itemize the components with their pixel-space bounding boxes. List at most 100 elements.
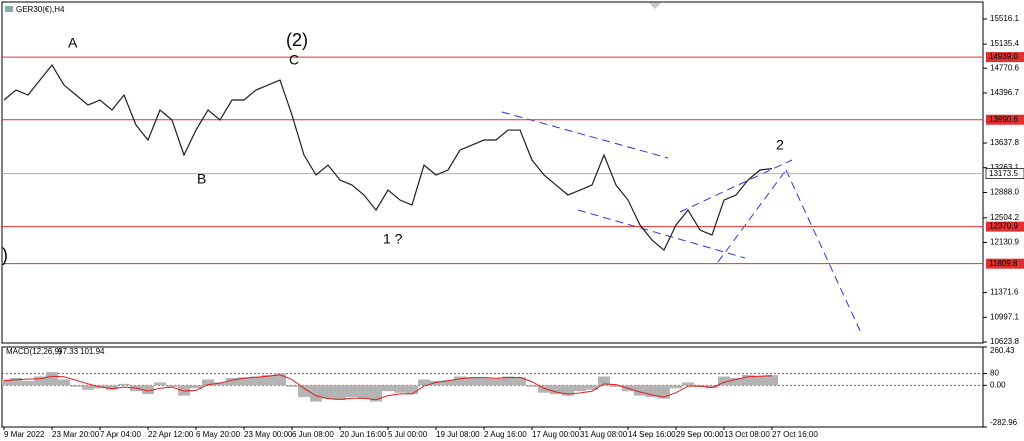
channel-line xyxy=(679,159,793,213)
macd-bar xyxy=(274,373,286,386)
macd-bar xyxy=(730,377,742,386)
macd-bar xyxy=(766,375,778,386)
macd-bar xyxy=(286,385,298,387)
x-tick-label: 23 Mar 20:00 xyxy=(52,430,100,439)
macd-bar xyxy=(466,377,478,386)
macd-bar xyxy=(166,385,178,387)
macd-bar xyxy=(10,377,22,386)
macd-bar xyxy=(202,379,214,386)
x-tick-label: 5 Jul 00:00 xyxy=(388,430,428,439)
macd-title: MACD(12,26,9) xyxy=(6,347,62,356)
macd-bar xyxy=(670,385,682,389)
macd-bar xyxy=(46,372,58,386)
x-tick-label: 23 May 00:00 xyxy=(244,430,293,439)
macd-bar xyxy=(754,375,766,386)
macd-bar xyxy=(562,385,574,396)
current-price-label: 13173.5 xyxy=(989,169,1018,178)
price-line xyxy=(3,63,773,252)
x-tick-label: 6 May 20:00 xyxy=(196,430,241,439)
x-tick-label: 17 Aug 00:00 xyxy=(532,430,580,439)
level-label: 11809.8 xyxy=(989,259,1018,268)
current-price-box xyxy=(985,168,1024,180)
y-tick-label: 260.43 xyxy=(990,346,1015,355)
macd-bar xyxy=(238,377,250,386)
macd-bar xyxy=(106,385,118,390)
wave-label: C xyxy=(289,52,299,68)
wave-label: 1 ? xyxy=(383,231,403,247)
macd-bar xyxy=(610,385,622,387)
symbol-icon xyxy=(5,6,13,12)
macd-bar xyxy=(574,385,586,392)
macd-bar xyxy=(502,376,514,386)
y-tick-label: 12888.0 xyxy=(990,188,1019,197)
level-label: 13990.6 xyxy=(989,115,1018,124)
macd-bar xyxy=(586,385,598,390)
macd-bar xyxy=(142,385,154,395)
macd-bar xyxy=(214,382,226,386)
x-tick-label: 31 Aug 08:00 xyxy=(580,430,628,439)
macd-bar xyxy=(226,377,238,386)
macd-bar xyxy=(418,379,430,386)
macd-bar xyxy=(298,385,310,398)
macd-bar xyxy=(706,385,718,389)
y-tick-label: 12504.2 xyxy=(990,213,1019,222)
level-label: 12370.9 xyxy=(989,222,1018,231)
channel-line xyxy=(717,169,787,263)
macd-bar xyxy=(514,377,526,386)
level-box xyxy=(986,258,1024,269)
main-plot xyxy=(2,56,983,265)
y-tick-label: 14396.7 xyxy=(990,88,1019,97)
wave-label: A xyxy=(68,35,78,51)
macd-plot xyxy=(2,372,983,402)
wave-label: (2) xyxy=(286,30,308,50)
y-tick-label: 15135.4 xyxy=(990,39,1019,48)
macd-bar xyxy=(322,385,334,399)
signal-line xyxy=(3,374,773,401)
macd-bar xyxy=(370,385,382,402)
y-tick-label: 80 xyxy=(990,369,999,378)
macd-bar xyxy=(394,385,406,393)
macd-bar xyxy=(406,385,418,395)
macd-bar xyxy=(454,376,466,386)
macd-bar xyxy=(490,378,502,386)
x-tick-label: 27 Oct 16:00 xyxy=(772,430,818,439)
y-tick-label: 10623.8 xyxy=(990,337,1019,346)
main-frame xyxy=(1,1,984,344)
x-tick-label: 13 Oct 08:00 xyxy=(724,430,770,439)
level-box xyxy=(986,221,1024,232)
chart-title: GER30(€),H4 xyxy=(16,5,65,14)
macd-bar xyxy=(742,375,754,386)
macd-bar xyxy=(154,382,166,386)
x-tick-label: 14 Sep 16:00 xyxy=(628,430,676,439)
macd-bar xyxy=(430,380,442,386)
level-label: 14939.0 xyxy=(989,52,1018,61)
macd-bar xyxy=(646,385,658,398)
macd-bar xyxy=(478,377,490,386)
signal-readout: 101.94 xyxy=(80,347,105,356)
macd-bar xyxy=(262,375,274,386)
projection-line xyxy=(785,169,863,336)
wave-label: B xyxy=(197,171,206,187)
macd-bar xyxy=(538,385,550,393)
y-tick-label: 0.00 xyxy=(990,380,1006,389)
macd-bar xyxy=(658,385,670,399)
y-tick-label: 10997.1 xyxy=(990,312,1019,321)
scroll-marker xyxy=(649,3,661,9)
macd-bar xyxy=(718,376,730,386)
macd-bar xyxy=(118,383,130,386)
macd-bar xyxy=(2,379,10,386)
macd-bar xyxy=(526,385,538,387)
macd-bar xyxy=(34,376,46,386)
level-box xyxy=(986,114,1024,125)
x-tick-label: 20 Jun 16:00 xyxy=(340,430,387,439)
macd-bar xyxy=(22,380,34,386)
macd-bar xyxy=(310,385,322,402)
x-tick-label: 9 Mar 2022 xyxy=(4,430,45,439)
macd-bar xyxy=(442,380,454,386)
wave-label: ) xyxy=(2,245,8,265)
macd-bar xyxy=(682,382,694,386)
macd-bar xyxy=(382,385,394,392)
macd-bar xyxy=(58,379,70,386)
